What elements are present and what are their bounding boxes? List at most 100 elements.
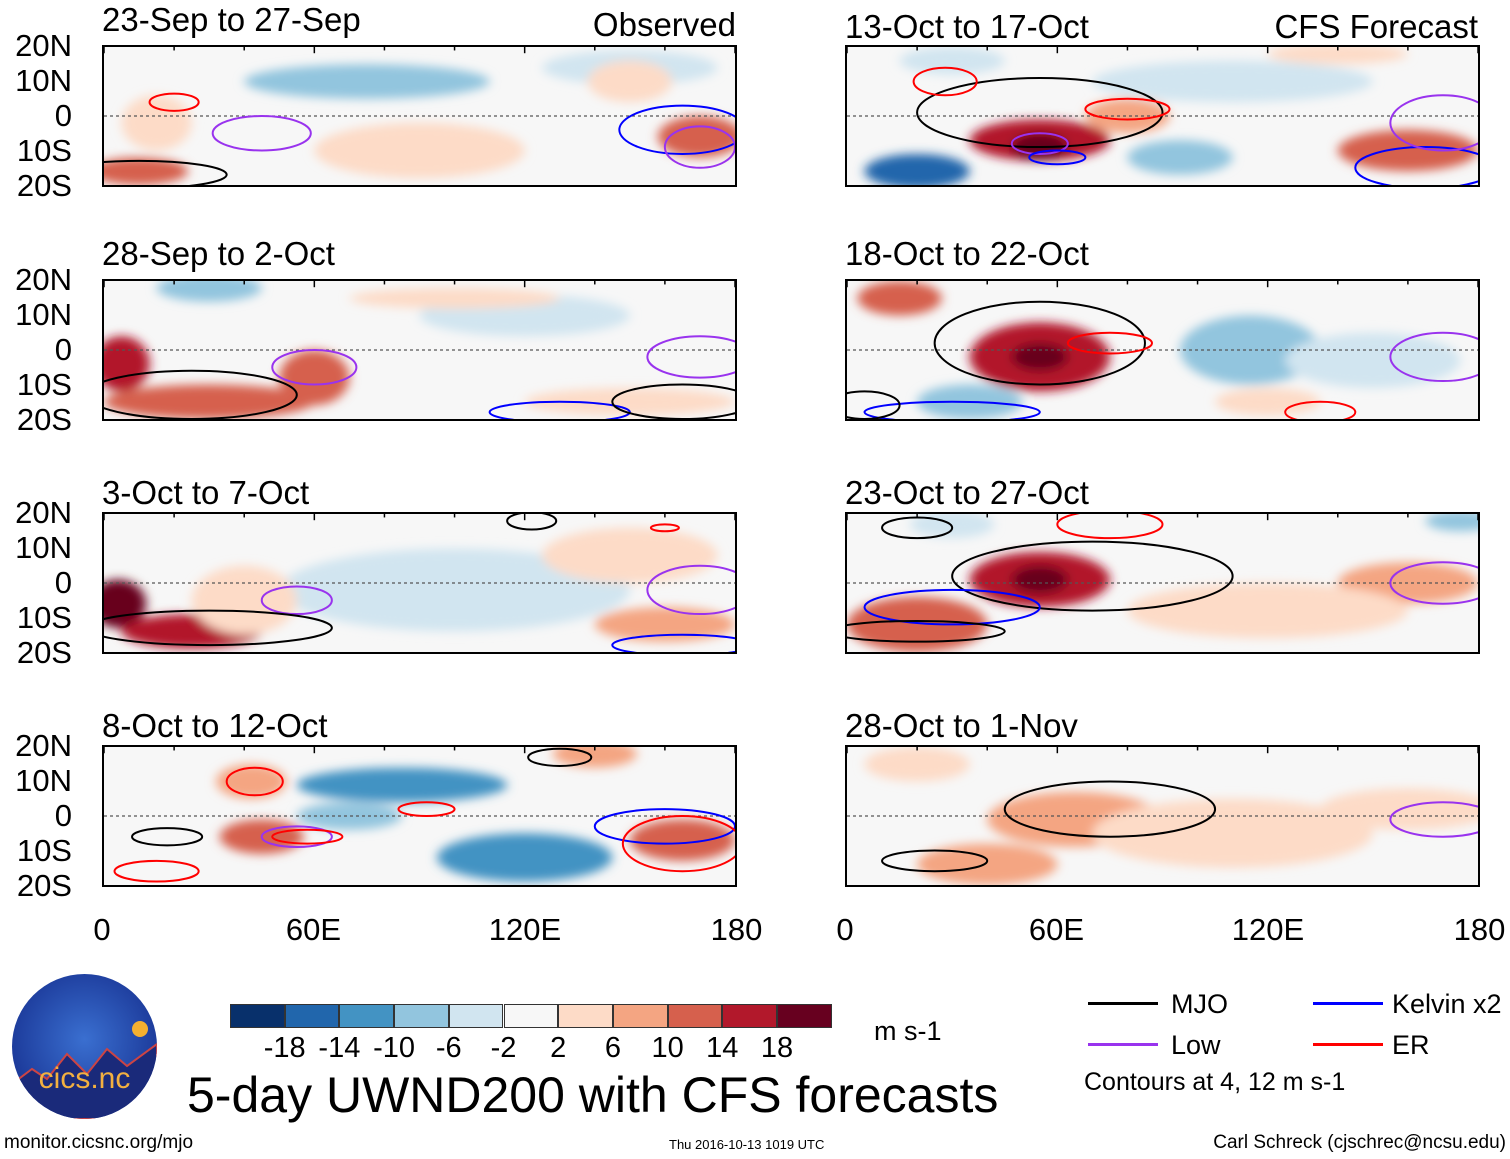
low-contour [1390,333,1478,381]
wind-anomaly-region [296,802,402,830]
map-svg [847,47,1478,185]
wind-anomaly-region [1085,98,1170,134]
wind-anomaly-region [899,47,1005,75]
panel-title: 23-Sep to 27-Sep [102,1,361,38]
legend-low-line [1088,1043,1158,1046]
colorbar-swatch [448,1004,504,1028]
colorbar-swatch [777,1004,832,1028]
wind-anomaly-region [1425,514,1478,532]
y-tick-label: 0 [54,332,72,367]
colorbar-swatch [394,1004,449,1028]
map-panel [102,512,737,654]
wind-anomaly-region [1011,343,1068,371]
low-contour [262,826,332,847]
wind-anomaly-region [864,747,970,782]
map-svg [104,747,735,885]
low-contour [1390,95,1478,150]
mjo-contour [935,302,1145,385]
y-tick-label: 10S [16,833,72,868]
wind-anomaly-region [587,60,672,103]
source-url: monitor.cicsnc.org/mjo [4,1132,194,1153]
mjo-contour [917,78,1162,147]
colorbar-label: -18 [263,1032,306,1064]
kelvin-contour [619,106,735,154]
colorbar-swatch [230,1004,285,1028]
mjo-contour [1005,782,1215,837]
wind-anomaly-region [437,833,613,882]
kelvin-contour [595,809,735,844]
colorbar-swatch [339,1004,395,1028]
er-contour [623,816,735,871]
x-tick-label: 0 [836,912,854,947]
wind-anomaly-region [629,819,735,861]
y-tick-label: 20N [15,262,72,297]
observed-label: Observed [592,6,736,43]
wind-anomaly-region [864,153,970,185]
map-svg [847,514,1478,652]
wind-anomaly-region [349,287,560,309]
wind-anomaly-region [1092,60,1373,103]
kelvin-contour [490,402,630,419]
wind-anomaly-region [1092,798,1373,868]
y-tick-label: 20S [16,868,72,903]
kelvin-contour [1355,147,1478,185]
legend-mjo-label: MJO [1171,989,1228,1019]
timestamp: Thu 2016-10-13 1019 UTC [669,1137,825,1152]
er-contour [398,802,454,816]
y-tick-label: 0 [54,565,72,600]
wind-anomaly-region [121,95,192,151]
mjo-contour [847,621,1005,642]
legend-mjo-line [1088,1002,1158,1005]
wind-anomaly-region [1337,129,1478,172]
y-tick-label: 20S [16,635,72,670]
legend-low-label: Low [1171,1030,1221,1060]
wind-anomaly-region [191,565,297,635]
panel-title: 23-Oct to 27-Oct [845,474,1089,511]
er-contour [272,830,342,844]
x-tick-label: 60E [1028,912,1085,947]
wind-anomaly-region [917,843,1058,885]
mjo-contour [104,371,297,419]
low-contour [1390,802,1478,837]
low-contour [272,350,356,385]
low-contour [262,586,332,614]
wind-anomaly-region [104,579,147,628]
er-contour [227,768,283,796]
colorbar-swatch [503,1004,559,1028]
map-panel [102,45,737,187]
panel-title: 13-Oct to 17-Oct [845,8,1089,45]
y-tick-label: 10S [16,600,72,635]
colorbar-swatch [558,1004,613,1028]
logo: cics.nc [12,974,157,1119]
map-svg [104,514,735,652]
x-tick-label: 180 [710,912,763,947]
wind-anomaly-region [1127,583,1408,639]
logo-text: cics.nc [38,1062,131,1095]
y-tick-label: 10N [15,297,72,332]
y-tick-label: 10N [15,63,72,98]
colorbar-label: -14 [318,1032,361,1064]
forecast-label: CFS Forecast [1274,8,1478,45]
colorbar-label: -10 [373,1032,416,1064]
wind-anomaly-region [296,767,508,803]
map-svg [847,281,1478,419]
panel-title: 28-Sep to 2-Oct [102,235,335,272]
y-tick-label: 0 [54,98,72,133]
colorbar-label: -6 [435,1032,462,1064]
mjo-contour [612,385,735,420]
x-tick-label: 0 [93,912,111,947]
wind-anomaly-region [552,747,637,768]
x-tick-label: 120E [488,912,562,947]
y-tick-label: 20N [15,728,72,763]
mjo-contour [882,517,952,538]
kelvin-contour [612,635,735,652]
wind-anomaly-region [1215,387,1321,416]
colorbar-swatch [284,1004,340,1028]
colorbar-label: 18 [760,1032,794,1064]
wind-anomaly-region [542,527,718,583]
mjo-contour [952,542,1232,611]
colorbar-swatch [667,1004,723,1028]
wind-anomaly-region [104,157,189,185]
low-contour [665,126,735,167]
mjo-contour [104,161,227,185]
